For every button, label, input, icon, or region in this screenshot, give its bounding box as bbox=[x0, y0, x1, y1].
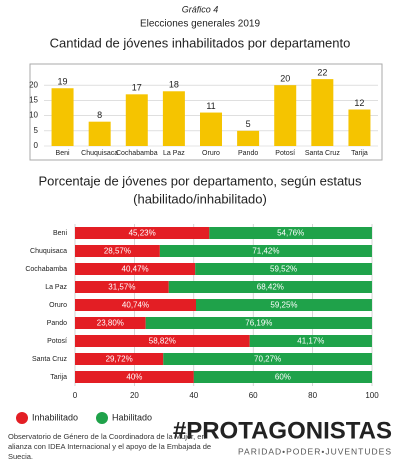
x-tick-label: Santa Cruz bbox=[305, 150, 341, 157]
bar-segment bbox=[249, 335, 372, 347]
bar bbox=[125, 94, 148, 146]
chart-title: Cantidad de jóvenes inhabilitados por de… bbox=[50, 35, 351, 50]
x-tick-label: 100 bbox=[365, 391, 379, 400]
chart-label: Gráfico 4 bbox=[182, 4, 219, 14]
bar bbox=[348, 109, 371, 146]
bar-segment bbox=[75, 263, 196, 275]
legend-swatch bbox=[16, 412, 28, 424]
data-label: 40% bbox=[126, 373, 142, 382]
y-tick-label: Chuquisaca bbox=[30, 248, 67, 255]
logo: #PROTAGONISTAS bbox=[173, 417, 392, 444]
bar-segment bbox=[75, 299, 196, 311]
data-label: 20 bbox=[280, 74, 290, 84]
source-note: Observatorio de Género de la Coordinador… bbox=[8, 432, 212, 461]
data-label: 71,42% bbox=[252, 247, 279, 256]
x-tick-label: Beni bbox=[56, 150, 70, 157]
data-label: 19 bbox=[58, 77, 68, 87]
x-tick-label: Potosí bbox=[275, 150, 295, 157]
bar-segment bbox=[195, 299, 372, 311]
data-label: 29,72% bbox=[106, 355, 133, 364]
data-label: 40,47% bbox=[122, 265, 149, 274]
bar bbox=[88, 121, 111, 146]
bar bbox=[162, 91, 185, 146]
chart-subtitle: (habilitado/inhabilitado) bbox=[133, 191, 267, 206]
y-tick-label: 10 bbox=[29, 111, 38, 120]
bar bbox=[51, 88, 74, 146]
data-label: 23,80% bbox=[97, 319, 124, 328]
x-tick-label: Cochabamba bbox=[116, 150, 158, 157]
data-label: 58,82% bbox=[149, 337, 176, 346]
bar-segment bbox=[75, 317, 146, 329]
y-tick-label: Cochabamba bbox=[25, 266, 67, 273]
bar-segment bbox=[193, 371, 372, 383]
data-label: 8 bbox=[97, 110, 102, 120]
bar-segment bbox=[75, 245, 160, 257]
data-label: 41,17% bbox=[297, 337, 324, 346]
bar bbox=[237, 130, 260, 146]
x-tick-label: Chuquisaca bbox=[81, 150, 118, 157]
x-tick-label: Oruro bbox=[202, 150, 220, 157]
y-tick-label: 20 bbox=[29, 80, 38, 89]
y-tick-label: Potosí bbox=[47, 338, 67, 345]
chart-subtitle: Elecciones generales 2019 bbox=[140, 19, 261, 30]
x-tick-label: 60 bbox=[249, 391, 258, 400]
bar-segment bbox=[163, 353, 372, 365]
x-tick-label: 0 bbox=[73, 391, 78, 400]
x-tick-label: 80 bbox=[308, 391, 317, 400]
data-label: 45,23% bbox=[129, 229, 156, 238]
x-tick-label: Tarija bbox=[351, 150, 368, 157]
data-label: 76,19% bbox=[245, 319, 272, 328]
bar bbox=[311, 79, 334, 146]
y-tick-label: La Paz bbox=[45, 284, 67, 291]
y-tick-label: 5 bbox=[34, 126, 39, 135]
data-label: 12 bbox=[354, 98, 364, 108]
chart-title: Porcentaje de jóvenes por departamento, … bbox=[38, 173, 362, 188]
x-tick-label: 40 bbox=[189, 391, 198, 400]
data-label: 11 bbox=[206, 101, 215, 111]
legend-swatch bbox=[96, 412, 108, 424]
data-label: 60% bbox=[275, 373, 291, 382]
bar-segment bbox=[209, 227, 372, 239]
y-tick-label: Oruro bbox=[49, 302, 67, 309]
legend-label: Habilitado bbox=[112, 412, 152, 422]
data-label: 31,57% bbox=[108, 283, 135, 292]
chart-frame bbox=[29, 63, 383, 161]
bar-segment bbox=[75, 335, 250, 347]
x-tick-label: La Paz bbox=[163, 150, 185, 157]
x-tick-label: 20 bbox=[130, 391, 139, 400]
data-label: 68,42% bbox=[257, 283, 284, 292]
y-tick-label: Beni bbox=[53, 230, 67, 237]
bar-segment bbox=[168, 281, 372, 293]
bar-segment bbox=[159, 245, 372, 257]
bar-segment bbox=[75, 371, 194, 383]
data-label: 22 bbox=[317, 67, 327, 77]
bar-segment bbox=[195, 263, 372, 275]
data-label: 59,25% bbox=[270, 301, 297, 310]
bar bbox=[274, 85, 297, 146]
data-label: 28,57% bbox=[104, 247, 131, 256]
bar-segment bbox=[75, 227, 210, 239]
bar-segment bbox=[75, 353, 164, 365]
data-label: 17 bbox=[132, 83, 142, 93]
tagline: PARIDAD•PODER•JUVENTUDES bbox=[238, 446, 392, 456]
y-tick-label: Pando bbox=[47, 320, 67, 327]
bar bbox=[200, 112, 222, 146]
legend-label: Inhabilitado bbox=[32, 412, 78, 422]
data-label: 40,74% bbox=[122, 301, 149, 310]
y-tick-label: Tarija bbox=[50, 374, 67, 381]
data-label: 54,76% bbox=[277, 229, 304, 238]
bar-segment bbox=[75, 281, 169, 293]
data-label: 70,27% bbox=[254, 355, 281, 364]
data-label: 5 bbox=[246, 119, 251, 129]
data-label: 18 bbox=[169, 80, 179, 90]
x-tick-label: Pando bbox=[238, 150, 258, 157]
y-tick-label: 15 bbox=[29, 96, 38, 105]
bar-segment bbox=[145, 317, 372, 329]
y-tick-label: 0 bbox=[34, 141, 39, 150]
data-label: 59,52% bbox=[270, 265, 297, 274]
y-tick-label: Santa Cruz bbox=[32, 356, 68, 363]
